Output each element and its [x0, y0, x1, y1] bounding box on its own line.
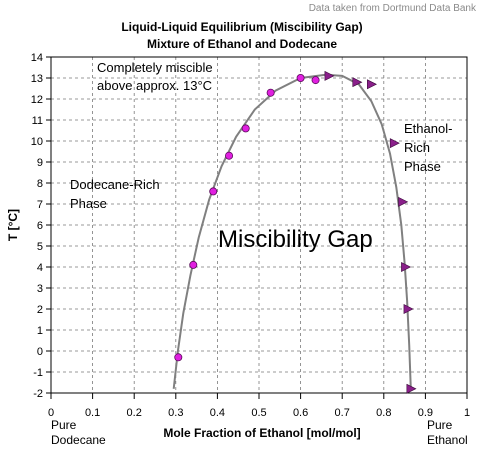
y-tick-label: 0	[37, 346, 43, 358]
chart-subtitle: Mixture of Ethanol and Dodecane	[147, 37, 337, 51]
y-tick-label: 3	[37, 283, 43, 295]
x-tick-label: 0.6	[293, 407, 308, 419]
series-2-point	[398, 196, 409, 207]
source-note: Data taken from Dortmund Data Bank	[309, 3, 477, 14]
y-tick-label: 10	[31, 136, 43, 148]
x-tick-label: 0.3	[168, 407, 183, 419]
x-tick-label: 0.9	[418, 407, 433, 419]
y-tick-label: 6	[37, 220, 43, 232]
x-tick-label: 0.5	[251, 407, 266, 419]
ethanol-phase-label-line3: Phase	[404, 159, 441, 174]
miscibility-gap-label: Miscibility Gap	[218, 226, 373, 253]
series-2-point	[406, 383, 417, 394]
pure-ethanol-label-line1: Pure	[427, 418, 453, 432]
x-tick-label: 0.1	[85, 407, 100, 419]
axis-ticks: 0 0.1 0.2 0.3 0.4 0.5 0.6 0.7 0.8 0.9 1-2-10123456…	[31, 52, 470, 419]
series-1-point	[189, 260, 198, 269]
series-2-point	[367, 79, 377, 90]
y-tick-label: 1	[37, 325, 43, 337]
y-axis-label: T [°C]	[6, 209, 20, 241]
y-tick-label: 14	[31, 52, 43, 64]
y-tick-label: -2	[33, 388, 43, 400]
series-1-point	[311, 76, 320, 85]
dodecane-phase-label-line2: Phase	[70, 196, 107, 211]
series-2-point	[324, 70, 335, 81]
data-points	[174, 70, 417, 394]
series-1-point	[174, 353, 183, 362]
x-tick-label: 1	[464, 407, 470, 419]
x-tick-label: 0.2	[127, 407, 142, 419]
x-tick-label: 0.8	[376, 407, 391, 419]
x-tick-label: 0	[48, 407, 54, 419]
series-2-point	[352, 77, 363, 88]
pure-dodecane-label-line2: Dodecane	[51, 433, 106, 447]
y-tick-label: 12	[31, 94, 43, 106]
dodecane-phase-label-line1: Dodecane-Rich	[70, 177, 160, 192]
y-tick-label: 5	[37, 241, 43, 253]
x-tick-label: 0.4	[210, 407, 225, 419]
x-axis-label: Mole Fraction of Ethanol [mol/mol]	[163, 426, 360, 440]
y-tick-label: 7	[37, 199, 43, 211]
miscible-note-line1: Completely miscible	[97, 60, 213, 75]
y-tick-label: 13	[31, 73, 43, 85]
grid	[51, 57, 467, 393]
miscible-note-line2: above approx. 13°C	[97, 78, 212, 93]
series-1-point	[266, 88, 275, 97]
y-tick-label: 9	[37, 157, 43, 169]
series-1-point	[225, 151, 234, 160]
series-2-point	[403, 304, 414, 314]
y-tick-label: 2	[37, 304, 43, 316]
y-tick-label: 4	[37, 262, 43, 274]
y-tick-label: -1	[33, 367, 43, 379]
series-2-point	[401, 262, 412, 272]
pure-dodecane-label-line1: Pure	[51, 418, 77, 432]
series-1-point	[241, 124, 250, 133]
series-1-point	[209, 187, 218, 196]
chart-title: Liquid-Liquid Equilibrium (Miscibility G…	[121, 20, 362, 34]
y-tick-label: 8	[37, 178, 43, 190]
x-tick-label: 0.7	[335, 407, 350, 419]
series-2-point	[389, 138, 400, 149]
y-tick-label: 11	[32, 115, 43, 127]
ethanol-phase-label-line2: Rich	[404, 140, 430, 155]
ethanol-phase-label-line1: Ethanol-	[404, 121, 452, 136]
pure-ethanol-label-line2: Ethanol	[427, 433, 468, 447]
series-1-point	[296, 74, 305, 83]
